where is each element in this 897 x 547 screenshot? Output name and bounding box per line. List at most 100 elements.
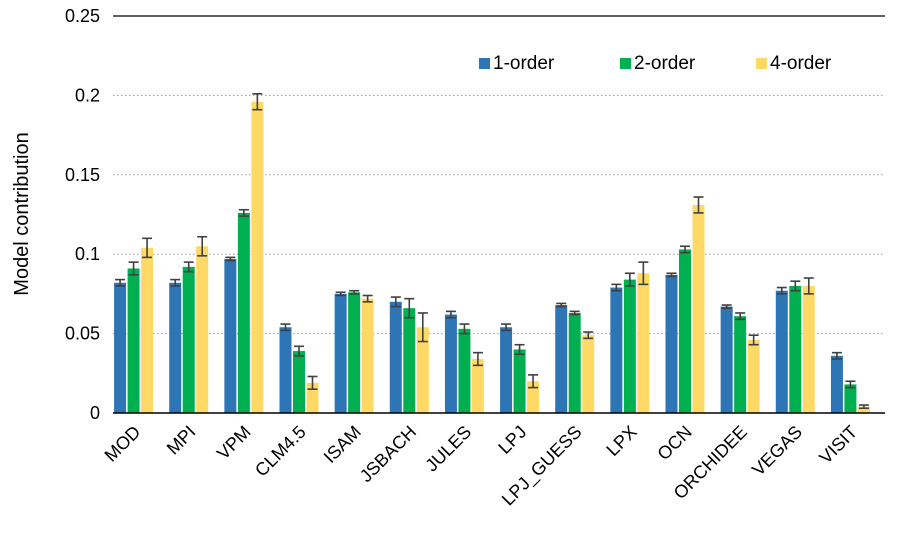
bar-2-order <box>458 328 471 413</box>
error-bar <box>514 343 525 356</box>
error-bar <box>128 261 139 276</box>
error-bar <box>335 291 346 297</box>
error-bar <box>638 261 649 286</box>
error-bar <box>294 345 304 357</box>
bar-1-order <box>389 301 402 413</box>
x-tick-label: MOD <box>101 422 145 466</box>
bar-2-order <box>734 316 747 413</box>
legend-swatch <box>756 58 767 69</box>
error-bar <box>666 272 677 278</box>
error-bar <box>831 351 842 360</box>
x-tick-label: VPM <box>213 422 255 464</box>
error-bar <box>197 235 208 257</box>
error-bar <box>583 331 594 340</box>
error-bar <box>417 312 428 343</box>
bar-2-order <box>293 351 305 413</box>
bar-4-order <box>692 204 705 413</box>
x-tick-label: ISAM <box>320 422 365 467</box>
bar-2-order <box>568 312 581 413</box>
x-tick-label: JSBACH <box>356 422 420 486</box>
error-bar <box>280 323 291 332</box>
bar-4-order <box>141 247 154 413</box>
bar-1-order <box>720 306 733 413</box>
bar-1-order <box>555 305 568 413</box>
x-tick-label: OCN <box>653 422 695 464</box>
bar-1-order <box>114 282 127 413</box>
x-tick-label: MPI <box>163 422 200 459</box>
error-bar <box>501 323 512 332</box>
bar-1-order <box>169 282 182 413</box>
error-bar <box>803 277 814 295</box>
bar-2-order <box>623 279 636 413</box>
error-bar <box>721 304 732 309</box>
x-tick-label: JULES <box>421 422 475 476</box>
error-bar <box>183 261 194 273</box>
error-bar <box>569 310 580 316</box>
error-bar <box>693 196 704 214</box>
bar-2-order <box>789 285 802 413</box>
bar-2-order <box>182 266 195 413</box>
bar-1-order <box>224 258 237 413</box>
error-bar <box>858 404 869 410</box>
error-bar <box>307 375 318 390</box>
error-bar <box>238 208 249 217</box>
bar-4-order <box>527 381 540 413</box>
y-axis-title: Model contribution <box>11 132 33 295</box>
x-tick-label: LPJ <box>494 422 530 458</box>
bar-4-order <box>637 273 650 413</box>
bar-4-order <box>747 339 760 413</box>
legend-label: 2-order <box>634 53 696 74</box>
bar-1-order <box>610 287 623 413</box>
bar-2-order <box>844 384 857 413</box>
bar-1-order <box>500 327 513 413</box>
bar-4-order <box>196 246 209 413</box>
legend-swatch <box>479 58 490 69</box>
bar-4-order <box>471 359 484 413</box>
bar-4-order <box>361 298 374 413</box>
bar-2-order <box>237 212 250 413</box>
x-tick-label: LPX <box>602 422 640 460</box>
error-bar <box>459 323 470 335</box>
error-bar <box>472 351 483 367</box>
error-bar <box>142 237 153 259</box>
bar-2-order <box>679 249 691 413</box>
error-bar <box>735 312 746 321</box>
error-bar <box>362 294 373 303</box>
y-tick-label: 0 <box>90 403 100 423</box>
error-bars <box>115 93 869 410</box>
error-bar <box>115 278 126 287</box>
bar-1-order <box>444 314 457 413</box>
bar-2-order <box>513 349 526 413</box>
bar-2-order <box>127 268 140 413</box>
bars <box>114 101 870 413</box>
y-tick-label: 0.1 <box>75 244 100 264</box>
y-tick-label: 0.05 <box>65 324 100 344</box>
error-bar <box>445 310 456 319</box>
y-tick-label: 0.15 <box>65 165 100 185</box>
bar-4-order <box>857 406 870 413</box>
legend-swatch <box>620 58 631 69</box>
error-bar <box>252 93 263 111</box>
error-bar <box>790 280 801 292</box>
bar-4-order <box>251 101 264 413</box>
bar-1-order <box>665 274 678 413</box>
bar-2-order <box>403 308 416 413</box>
bar-4-order <box>802 285 815 413</box>
error-bar <box>845 380 856 389</box>
bar-4-order <box>582 335 595 413</box>
legend: 1-order 2-order 4-order <box>479 53 832 74</box>
error-bar <box>528 374 539 389</box>
bar-4-order <box>416 327 429 413</box>
error-bar <box>624 272 635 287</box>
error-bar <box>776 286 787 295</box>
error-bar <box>349 289 360 295</box>
bar-2-order <box>348 292 361 413</box>
bar-1-order <box>334 293 347 413</box>
legend-label: 1-order <box>493 53 555 74</box>
error-bar <box>680 245 690 254</box>
error-bar <box>748 334 759 346</box>
bar-1-order <box>279 327 292 413</box>
error-bar <box>390 296 401 308</box>
